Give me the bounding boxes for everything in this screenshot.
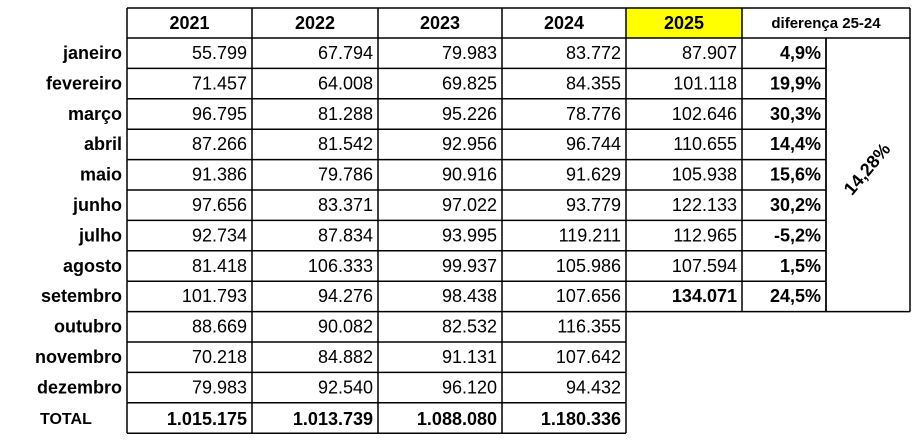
value-cell: 69.825 xyxy=(442,73,497,93)
value-cell: 83.772 xyxy=(566,43,621,63)
value-cell: 102.646 xyxy=(672,104,737,124)
percent-cell: 30,3% xyxy=(770,104,821,124)
total-value: 1.013.739 xyxy=(293,409,373,429)
value-cell: 107.656 xyxy=(556,286,621,306)
total-value: 1.180.336 xyxy=(541,409,621,429)
value-cell: 87.266 xyxy=(192,134,247,154)
value-cell: 70.218 xyxy=(192,347,247,367)
row-label: dezembro xyxy=(37,377,122,397)
percent-cell: 30,2% xyxy=(770,195,821,215)
row-label: junho xyxy=(72,195,122,215)
value-cell: 79.786 xyxy=(318,165,373,185)
value-cell: 105.986 xyxy=(556,256,621,276)
value-cell: 106.333 xyxy=(308,256,373,276)
value-cell: 95.226 xyxy=(442,104,497,124)
total-label: TOTAL xyxy=(40,411,92,428)
percent-cell: -5,2% xyxy=(774,225,821,245)
highlight-cell xyxy=(626,8,742,38)
value-cell: 96.744 xyxy=(566,134,621,154)
column-header: 2023 xyxy=(420,13,460,33)
row-label: março xyxy=(68,104,122,124)
row-label: maio xyxy=(80,165,122,185)
row-label: setembro xyxy=(41,286,122,306)
value-cell: 64.008 xyxy=(318,73,373,93)
row-label: outubro xyxy=(54,317,122,337)
value-cell: 99.937 xyxy=(442,256,497,276)
value-cell: 82.532 xyxy=(442,317,497,337)
value-cell: 93.995 xyxy=(442,225,497,245)
value-cell: 110.655 xyxy=(673,134,737,154)
row-label: julho xyxy=(78,225,122,245)
total-value: 1.088.080 xyxy=(417,409,497,429)
value-cell: 87.834 xyxy=(318,225,373,245)
value-cell: 107.594 xyxy=(672,256,737,276)
total-value: 1.015.175 xyxy=(167,409,247,429)
value-cell: 78.776 xyxy=(566,104,621,124)
value-cell: 97.656 xyxy=(192,195,247,215)
value-cell: 101.118 xyxy=(673,73,737,93)
value-cell: 98.438 xyxy=(442,286,497,306)
value-cell: 83.371 xyxy=(318,195,373,215)
value-cell: 81.288 xyxy=(318,104,373,124)
column-header: 2024 xyxy=(544,13,584,33)
value-cell: 96.120 xyxy=(442,377,497,397)
row-label: abril xyxy=(84,134,122,154)
value-cell: 67.794 xyxy=(318,43,373,63)
percent-cell: 24,5% xyxy=(770,286,821,306)
value-cell: 92.956 xyxy=(442,134,497,154)
value-cell: 84.882 xyxy=(318,347,373,367)
column-header: diferença 25-24 xyxy=(771,15,881,32)
value-cell: 81.542 xyxy=(318,134,373,154)
value-cell: 79.983 xyxy=(442,43,497,63)
value-cell: 84.355 xyxy=(566,73,621,93)
value-cell: 92.540 xyxy=(318,377,373,397)
percent-cell: 1,5% xyxy=(780,256,821,276)
value-cell: 93.779 xyxy=(566,195,621,215)
value-cell: 119.211 xyxy=(559,225,621,245)
value-cell: 71.457 xyxy=(192,73,247,93)
value-cell: 88.669 xyxy=(192,317,247,337)
value-cell: 112.965 xyxy=(673,225,737,245)
row-label: fevereiro xyxy=(46,73,122,93)
value-cell: 96.795 xyxy=(192,104,247,124)
value-cell: 81.418 xyxy=(192,256,247,276)
value-cell: 97.022 xyxy=(442,195,497,215)
value-cell: 87.907 xyxy=(682,43,737,63)
value-cell: 94.432 xyxy=(566,377,621,397)
column-header: 2021 xyxy=(169,13,209,33)
column-header: 2025 xyxy=(664,13,704,33)
value-cell: 92.734 xyxy=(192,225,247,245)
percent-cell: 14,4% xyxy=(770,134,821,154)
value-cell: 79.983 xyxy=(192,377,247,397)
value-cell: 105.938 xyxy=(672,165,737,185)
value-cell: 90.082 xyxy=(318,317,373,337)
percent-cell: 19,9% xyxy=(770,73,821,93)
value-cell: 116.355 xyxy=(557,317,621,337)
value-cell: 94.276 xyxy=(318,286,373,306)
value-cell: 91.629 xyxy=(566,165,621,185)
value-cell: 107.642 xyxy=(556,347,621,367)
percent-cell: 15,6% xyxy=(770,165,821,185)
average-difference: 14,28% xyxy=(840,139,895,199)
row-label: janeiro xyxy=(62,43,122,63)
row-label: agosto xyxy=(63,256,122,276)
value-cell: 55.799 xyxy=(192,43,247,63)
value-cell: 91.386 xyxy=(192,165,247,185)
row-label: novembro xyxy=(35,347,122,367)
value-cell: 122.133 xyxy=(672,195,737,215)
value-cell: 91.131 xyxy=(442,347,497,367)
value-cell: 101.793 xyxy=(182,286,247,306)
column-header: 2022 xyxy=(295,13,335,33)
value-cell: 134.071 xyxy=(672,286,737,306)
value-cell: 90.916 xyxy=(442,165,497,185)
percent-cell: 4,9% xyxy=(780,43,821,63)
